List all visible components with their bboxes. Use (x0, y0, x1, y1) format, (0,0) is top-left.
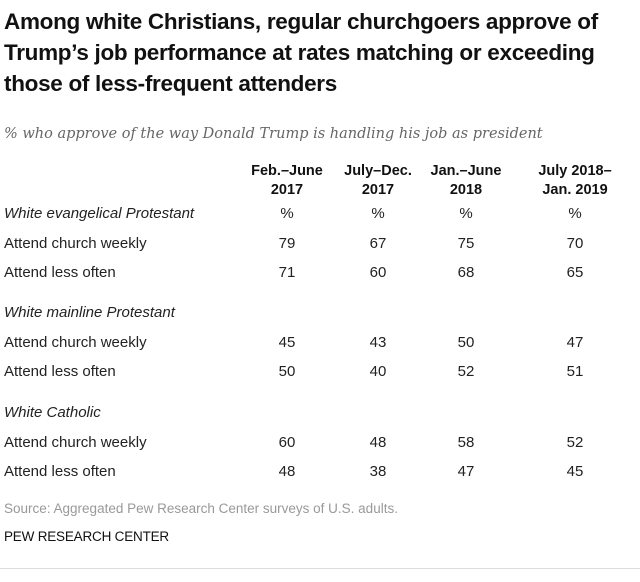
column-header-line2: Jan. 2019 (542, 182, 608, 198)
value-cell: 71 (278, 264, 296, 281)
organization-name: PEW RESEARCH CENTER (4, 529, 169, 544)
value-cell: 60 (278, 433, 296, 451)
value-cell: 58 (457, 433, 475, 451)
value-cell: 52 (457, 363, 475, 380)
value-cell: 50 (457, 333, 475, 351)
table-row: Attend church weekly 60 48 58 52 (0, 434, 640, 456)
table-row: Attend less often 48 38 47 45 (0, 463, 640, 485)
table-row: Attend church weekly 79 67 75 70 (0, 235, 640, 257)
value-cell: 51 (566, 363, 584, 380)
bottom-divider (0, 568, 640, 569)
value-cell: 70 (566, 234, 584, 252)
value-cell: 52 (566, 433, 584, 451)
value-cell: 60 (369, 264, 387, 281)
chart-title: Among white Christians, regular churchgo… (4, 9, 598, 96)
table-row: Attend less often 50 40 52 51 (0, 363, 640, 385)
value-cell: 48 (369, 433, 387, 451)
column-header-line1: July–Dec. (344, 163, 412, 179)
column-header-line2: 2017 (270, 182, 304, 198)
column-header-line1: Jan.–June (430, 163, 502, 179)
unit-cell: % (280, 205, 294, 222)
row-label: Attend less often (4, 463, 116, 480)
column-header: July–Dec. 2017 (323, 162, 433, 200)
value-cell: 68 (457, 264, 475, 281)
value-cell: 45 (278, 333, 296, 351)
value-cell: 75 (457, 234, 475, 252)
column-header-line1: July 2018– (538, 163, 612, 179)
table-row: Attend church weekly 45 43 50 47 (0, 334, 640, 356)
column-header-line2: 2018 (449, 182, 483, 198)
value-cell: 47 (457, 463, 475, 480)
group-row: White Catholic (0, 404, 640, 426)
group-label: White Catholic (4, 404, 101, 421)
group-label: White mainline Protestant (4, 304, 175, 321)
value-cell: 40 (369, 363, 387, 380)
value-cell: 48 (278, 463, 296, 480)
value-cell: 67 (369, 234, 387, 252)
chart-subtitle: % who approve of the way Donald Trump is… (4, 126, 543, 142)
row-label: Attend church weekly (4, 333, 147, 351)
unit-cell: % (459, 205, 473, 222)
value-cell: 50 (278, 363, 296, 380)
value-cell: 65 (566, 264, 584, 281)
unit-cell: % (371, 205, 385, 222)
row-label: Attend less often (4, 264, 116, 281)
column-header: Jan.–June 2018 (411, 162, 521, 200)
group-row: White mainline Protestant (0, 304, 640, 326)
row-label: Attend church weekly (4, 433, 147, 451)
value-cell: 43 (369, 333, 387, 351)
column-header-line1: Feb.–June (251, 163, 323, 179)
group-label: White evangelical Protestant (4, 205, 195, 222)
value-cell: 38 (369, 463, 387, 480)
row-label: Attend less often (4, 363, 116, 380)
group-row: White evangelical Protestant%%%% (0, 205, 640, 227)
source-note: Source: Aggregated Pew Research Center s… (4, 501, 398, 516)
column-header: Feb.–June 2017 (232, 162, 342, 200)
unit-cell: % (568, 205, 582, 222)
column-header-line2: 2017 (361, 182, 395, 198)
table-row: Attend less often 71 60 68 65 (0, 264, 640, 286)
column-header: July 2018– Jan. 2019 (520, 162, 630, 200)
value-cell: 45 (566, 463, 584, 480)
value-cell: 79 (278, 234, 296, 252)
row-label: Attend church weekly (4, 234, 147, 252)
value-cell: 47 (566, 333, 584, 351)
